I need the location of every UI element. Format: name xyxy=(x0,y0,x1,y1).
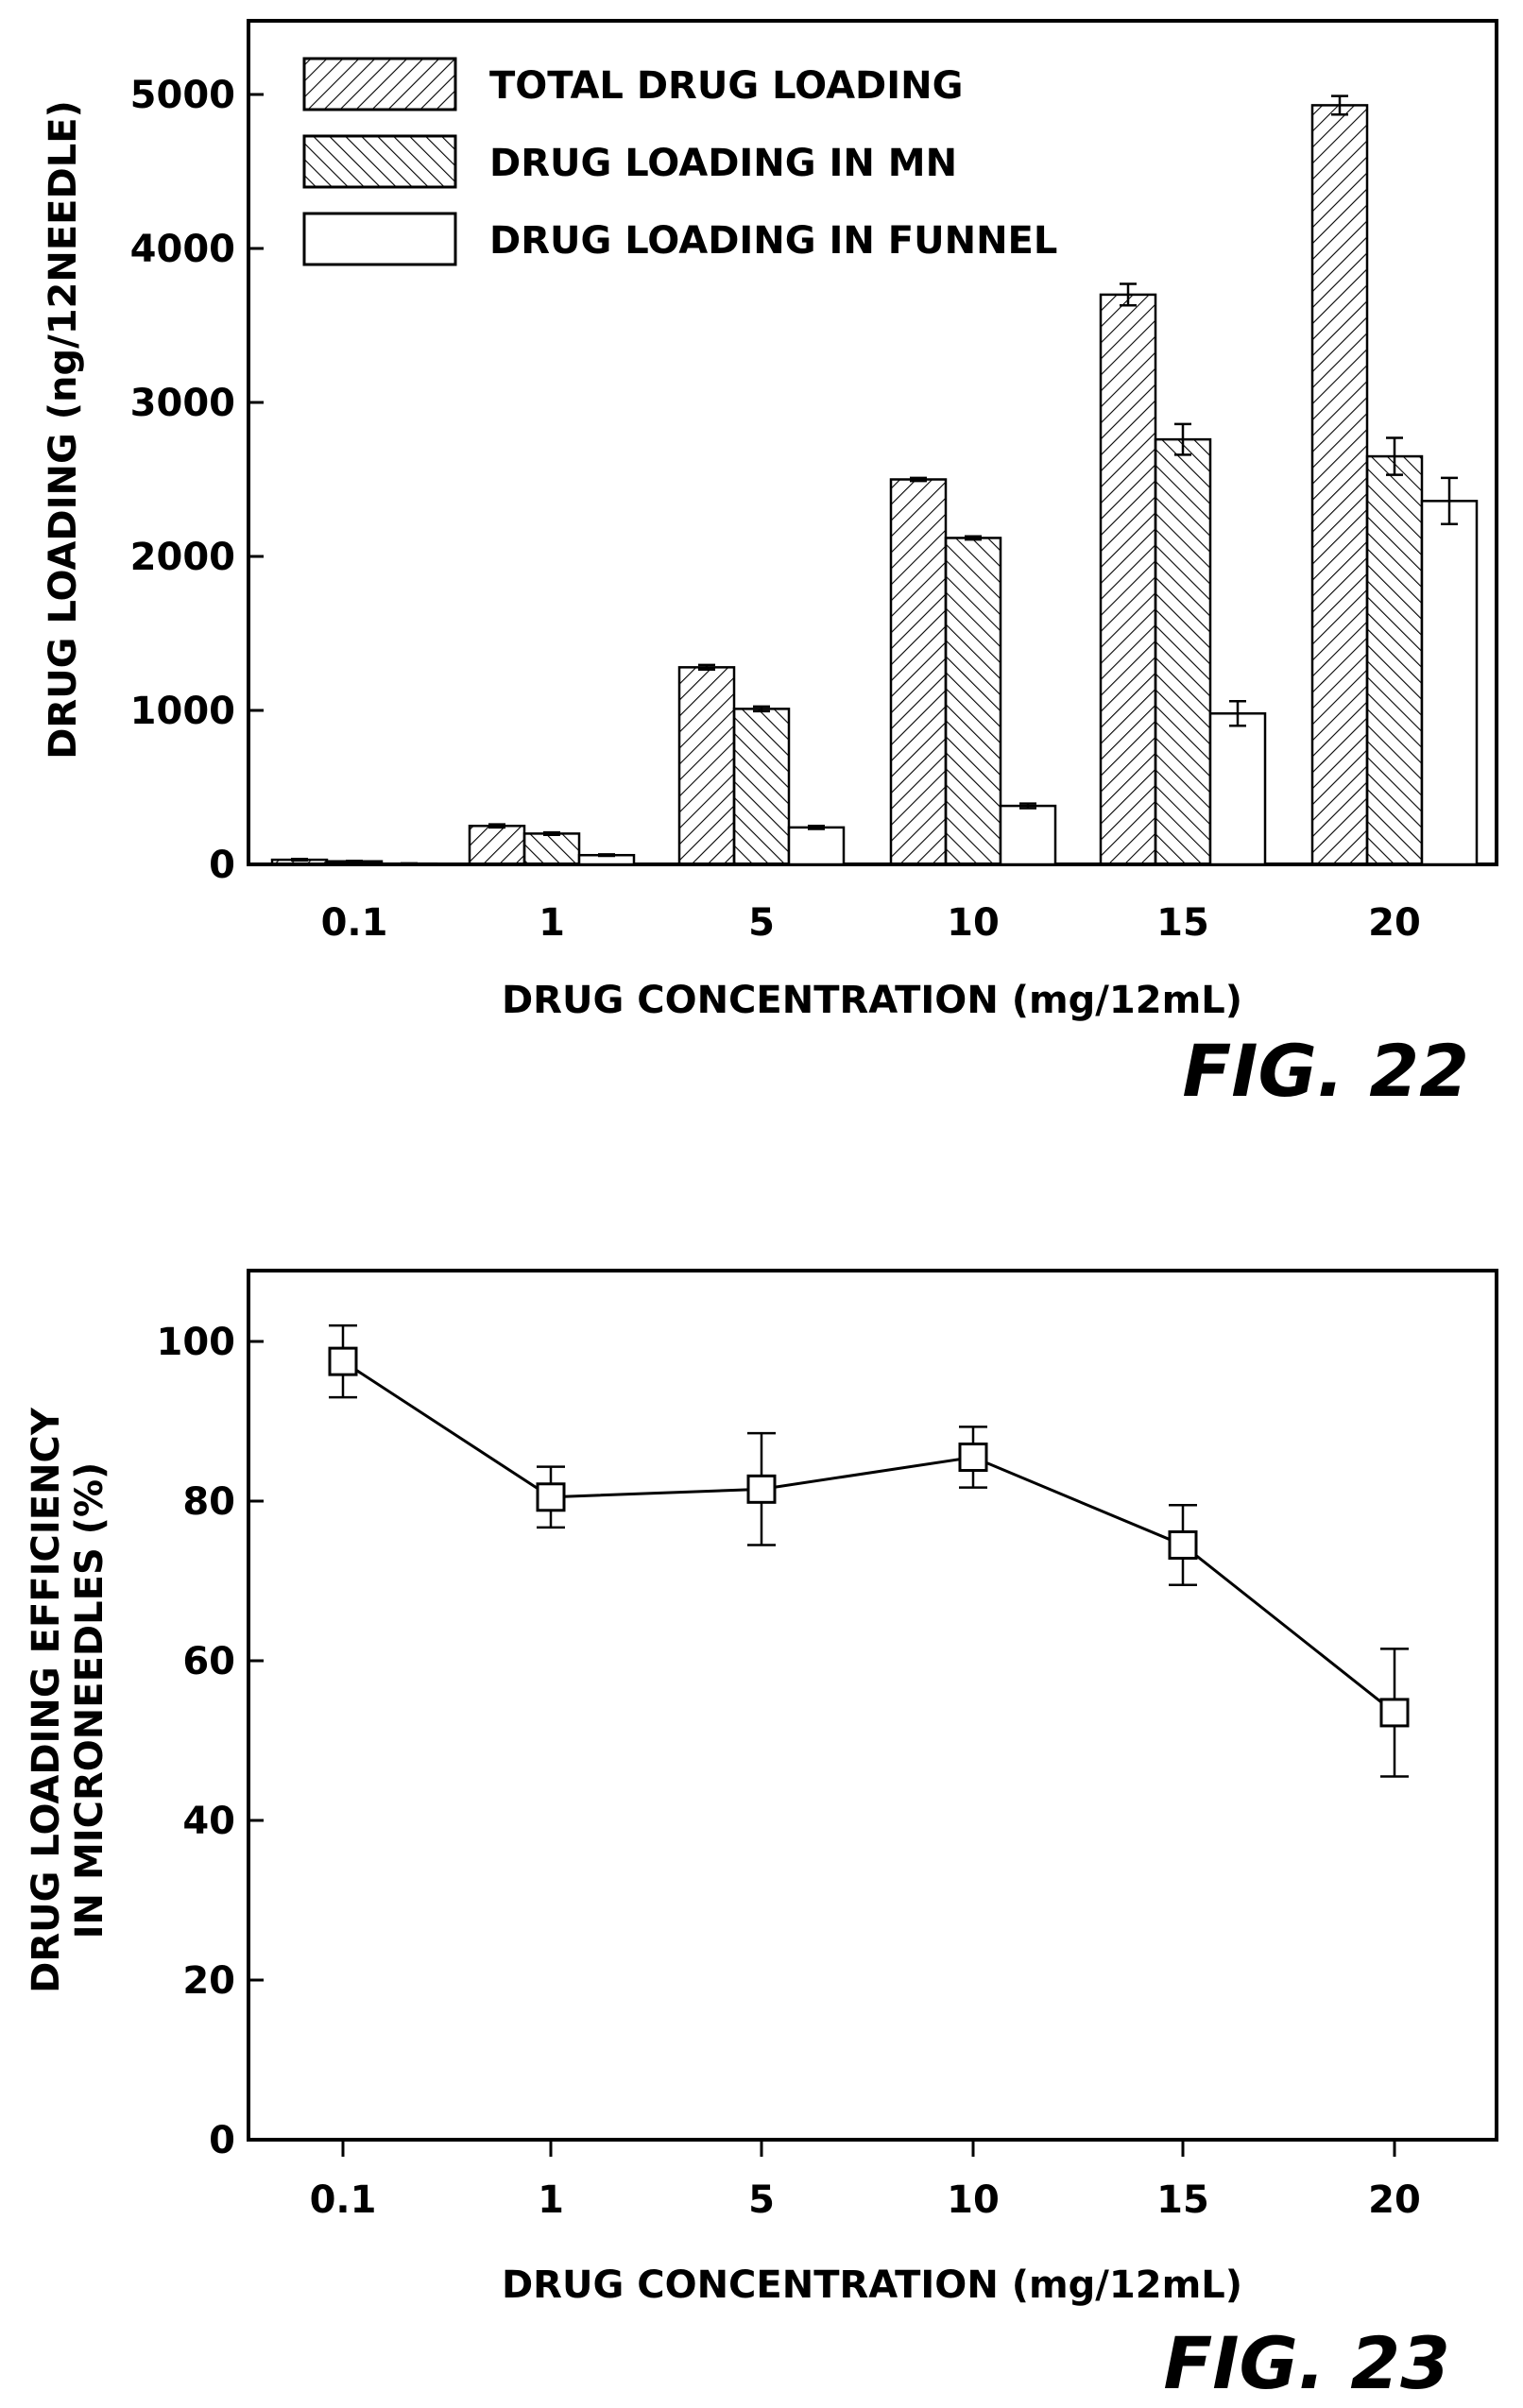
bar xyxy=(1310,104,1369,866)
x-tick-label: 20 xyxy=(1368,901,1421,945)
x-tick-label: 20 xyxy=(1368,2178,1421,2222)
figure-label: FIG. 22 xyxy=(1182,1029,1469,1113)
y-tick-label: 3000 xyxy=(130,382,235,425)
y-tick-label: 0 xyxy=(209,844,235,887)
legend-swatch xyxy=(302,57,457,111)
y-axis-label: DRUG LOADING (ng/12NEEDLE) xyxy=(42,100,85,760)
x-tick-label: 10 xyxy=(947,901,1000,945)
bar xyxy=(1154,437,1212,866)
legend-label: DRUG LOADING IN MN xyxy=(489,142,957,185)
y-tick-label: 60 xyxy=(182,1640,235,1683)
x-tick-label: 10 xyxy=(947,2178,1000,2222)
y-tick-label: 100 xyxy=(157,1321,236,1364)
x-tick-label: 5 xyxy=(748,901,775,945)
bar xyxy=(889,478,948,866)
bar xyxy=(732,708,791,866)
x-tick-label: 15 xyxy=(1156,2178,1209,2222)
x-axis-label: DRUG CONCENTRATION (mg/12mL) xyxy=(502,979,1242,1022)
bar xyxy=(522,832,581,866)
y-tick-label: 80 xyxy=(182,1480,235,1524)
y-axis-label-line2: IN MICRONEEDLES (%) xyxy=(68,1462,111,1939)
bar xyxy=(1420,500,1479,866)
x-tick-label: 0.1 xyxy=(310,2178,377,2222)
data-point xyxy=(958,1443,988,1473)
legend-swatch xyxy=(302,212,457,266)
x-tick-label: 0.1 xyxy=(321,901,388,945)
y-tick-label: 1000 xyxy=(130,690,235,733)
x-tick-label: 1 xyxy=(538,2178,564,2222)
y-tick-label: 5000 xyxy=(130,74,235,117)
y-tick-label: 4000 xyxy=(130,228,235,271)
data-point xyxy=(1168,1529,1198,1560)
bar xyxy=(1099,293,1157,866)
legend-swatch xyxy=(302,134,457,189)
legend-label: TOTAL DRUG LOADING xyxy=(489,64,963,108)
data-point xyxy=(328,1346,358,1376)
bar xyxy=(468,825,526,866)
bar xyxy=(1208,712,1267,866)
bar xyxy=(999,804,1057,866)
y-tick-label: 20 xyxy=(182,1959,235,2003)
figure-label: FIG. 23 xyxy=(1163,2321,1450,2405)
x-axis-label: DRUG CONCENTRATION (mg/12mL) xyxy=(502,2263,1242,2307)
y-tick-label: 0 xyxy=(209,2119,235,2162)
bar xyxy=(944,537,1002,866)
data-point xyxy=(536,1482,566,1512)
series-line xyxy=(342,1359,1395,1715)
data-point xyxy=(1379,1698,1410,1728)
bar xyxy=(677,666,736,866)
y-tick-label: 40 xyxy=(182,1800,235,1843)
plot-frame xyxy=(247,1269,1498,2142)
bar xyxy=(787,826,846,866)
bar xyxy=(1365,454,1424,866)
plot-frame xyxy=(247,19,1498,866)
y-tick-label: 2000 xyxy=(130,536,235,579)
x-tick-label: 1 xyxy=(539,901,565,945)
legend-label: DRUG LOADING IN FUNNEL xyxy=(489,219,1057,263)
x-tick-label: 5 xyxy=(748,2178,775,2222)
data-point xyxy=(746,1474,777,1504)
y-axis-label-line1: DRUG LOADING EFFICIENCY xyxy=(25,1407,68,1993)
x-tick-label: 15 xyxy=(1156,901,1209,945)
